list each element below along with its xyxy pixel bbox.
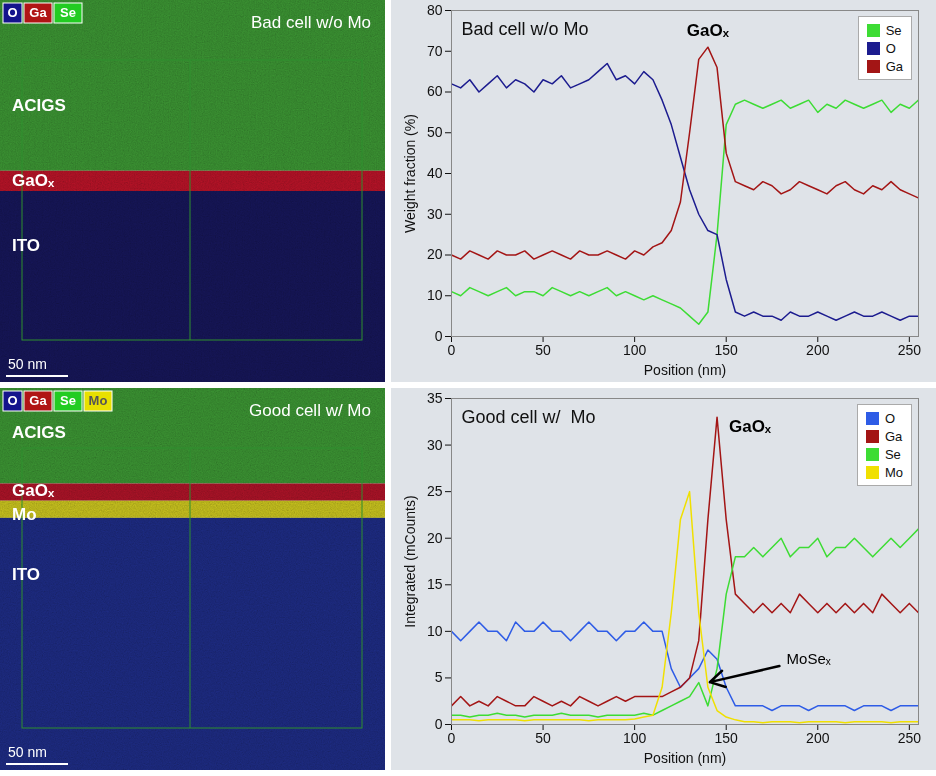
html-text:Se: Se [885, 22, 902, 38]
svg-text:Bad cell w/o Mo: Bad cell w/o Mo [462, 19, 589, 39]
svg-text:O: O [7, 5, 17, 20]
svg-text:10: 10 [427, 623, 443, 639]
svg-text:Ga: Ga [29, 393, 47, 408]
svg-text:Mo: Mo [12, 505, 37, 524]
svg-text:25: 25 [427, 483, 443, 499]
svg-text:GaOₓ: GaOₓ [729, 417, 772, 436]
svg-text:Good cell w/ Mo: Good cell w/ Mo [249, 401, 371, 420]
svg-text:40: 40 [427, 165, 443, 181]
html-text:Ga: Ga [885, 58, 903, 74]
svg-text:Weight fraction (%): Weight fraction (%) [402, 114, 418, 233]
html-text:Se: Se [884, 446, 901, 462]
svg-text:50 nm: 50 nm [8, 744, 47, 760]
svg-text:15: 15 [427, 576, 443, 592]
svg-text:GaOₓ: GaOₓ [687, 21, 730, 40]
svg-text:30: 30 [427, 437, 443, 453]
svg-text:100: 100 [623, 342, 647, 358]
svg-text:0: 0 [435, 328, 443, 344]
svg-text:250: 250 [898, 342, 922, 358]
svg-text:Se: Se [60, 5, 76, 20]
svg-text:Position (nm): Position (nm) [644, 750, 726, 766]
svg-text:Bad cell w/o Mo: Bad cell w/o Mo [251, 13, 371, 32]
svg-text:50: 50 [535, 342, 551, 358]
svg-text:10: 10 [427, 287, 443, 303]
html-text:Mo: Mo [884, 464, 903, 480]
svg-text:Integrated (mCounts): Integrated (mCounts) [402, 495, 418, 627]
svg-text:O: O [7, 393, 17, 408]
svg-text:50: 50 [427, 124, 443, 140]
html-text:Ga: Ga [884, 428, 903, 444]
svg-text:150: 150 [715, 730, 739, 746]
svg-text:20: 20 [427, 246, 443, 262]
html-text:O: O [885, 40, 896, 56]
svg-text:60: 60 [427, 83, 443, 99]
svg-text:GaOₓ: GaOₓ [12, 481, 55, 500]
svg-text:ACIGS: ACIGS [12, 96, 66, 115]
svg-text:150: 150 [715, 342, 739, 358]
svg-text:0: 0 [435, 716, 443, 732]
svg-text:Ga: Ga [29, 5, 47, 20]
svg-text:Se: Se [60, 393, 76, 408]
svg-text:50 nm: 50 nm [8, 356, 47, 372]
svg-text:Good cell w/ Mo: Good cell w/ Mo [462, 407, 596, 427]
svg-text:70: 70 [427, 43, 443, 59]
svg-text:250: 250 [898, 730, 922, 746]
svg-text:35: 35 [427, 390, 443, 406]
svg-text:50: 50 [535, 730, 551, 746]
svg-text:GaOₓ: GaOₓ [12, 171, 55, 190]
svg-text:0: 0 [448, 730, 456, 746]
svg-text:100: 100 [623, 730, 647, 746]
svg-text:20: 20 [427, 530, 443, 546]
svg-text:ACIGS: ACIGS [12, 423, 66, 442]
svg-text:5: 5 [435, 669, 443, 685]
svg-text:Position (nm): Position (nm) [644, 362, 726, 378]
svg-text:ITO: ITO [12, 565, 40, 584]
svg-text:Mo: Mo [89, 393, 108, 408]
svg-text:MoSeₓ: MoSeₓ [787, 650, 831, 667]
svg-text:200: 200 [806, 730, 830, 746]
svg-text:80: 80 [427, 2, 443, 18]
svg-text:ITO: ITO [12, 236, 40, 255]
html-text:O: O [884, 410, 896, 426]
svg-text:200: 200 [806, 342, 830, 358]
svg-text:0: 0 [448, 342, 456, 358]
svg-text:30: 30 [427, 206, 443, 222]
